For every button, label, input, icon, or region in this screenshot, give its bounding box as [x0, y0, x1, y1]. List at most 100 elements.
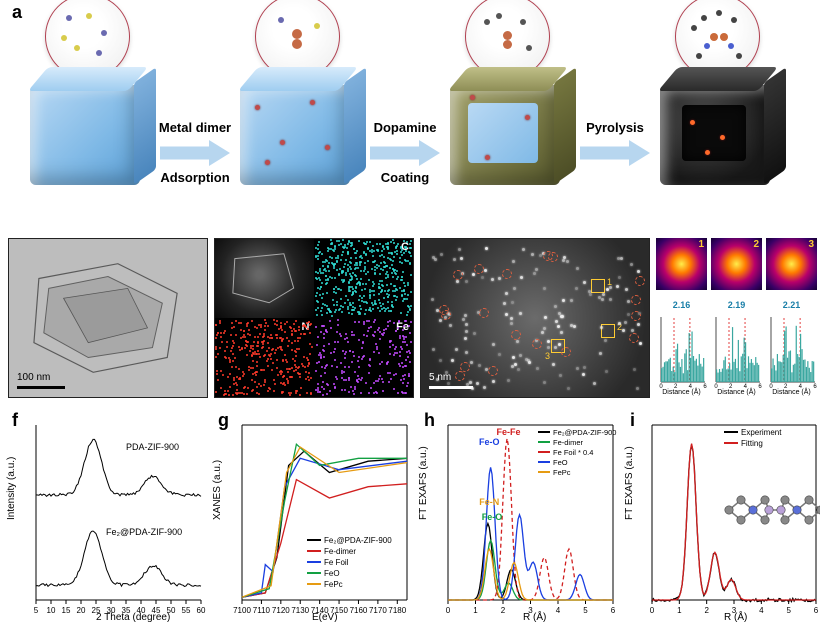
svg-text:Fe-dimer: Fe-dimer [553, 438, 584, 447]
profile-3: 2.21 0246 Distance (Å) [766, 298, 817, 396]
svg-text:Fitting: Fitting [741, 439, 763, 448]
svg-text:Fe Foil * 0.4: Fe Foil * 0.4 [553, 448, 593, 457]
svg-text:FeO: FeO [553, 458, 568, 467]
svg-text:5: 5 [786, 606, 791, 615]
svg-text:Fe-dimer: Fe-dimer [324, 547, 356, 556]
svg-text:Experiment: Experiment [741, 428, 782, 437]
svg-text:0: 0 [650, 606, 655, 615]
svg-text:25: 25 [92, 606, 101, 615]
svg-text:55: 55 [182, 606, 191, 615]
thermal-2: 2 [711, 238, 762, 290]
svg-text:0: 0 [446, 606, 451, 615]
svg-text:Fe-N: Fe-N [479, 497, 499, 507]
scalebar-d [429, 386, 473, 389]
svg-text:Fe Foil: Fe Foil [324, 558, 349, 567]
scalebar-b [17, 386, 65, 389]
svg-text:50: 50 [167, 606, 176, 615]
panel-g-xanes: XANES (a.u.) E(eV) 710071107120713071407… [212, 410, 412, 628]
svg-text:FePc: FePc [553, 468, 571, 477]
roi-box-2 [601, 324, 615, 338]
svg-text:FT EXAFS (a.u.): FT EXAFS (a.u.) [418, 446, 429, 520]
panel-h-exafs: FT EXAFS (a.u.) R (Å) 0123456 Fe-OFe-FeF… [418, 410, 618, 628]
svg-text:2: 2 [501, 606, 506, 615]
profile-1: 2.16 0246 Distance (Å) [656, 298, 707, 396]
svg-text:30: 30 [107, 606, 116, 615]
panel-i-fit: FT EXAFS (a.u.) R (Å) 0123456 Experiment… [624, 410, 820, 628]
svg-text:Fe-O: Fe-O [479, 437, 500, 447]
arrow2-bottom: Coating [360, 170, 450, 185]
eds-map-n: N [215, 319, 314, 398]
scalebar-b-label: 100 nm [17, 372, 50, 383]
svg-text:4: 4 [556, 606, 561, 615]
svg-text:35: 35 [122, 606, 131, 615]
stage-adsorbed [240, 85, 360, 215]
inset-structure [725, 496, 820, 524]
thermal-3: 3 [766, 238, 817, 290]
panel-a-scheme: Metal dimer Adsorption Dopamine Coating … [10, 0, 816, 230]
svg-text:FeO: FeO [324, 569, 340, 578]
svg-text:Fe₂@PDA-ZIF-900: Fe₂@PDA-ZIF-900 [324, 536, 392, 545]
svg-text:7130: 7130 [291, 606, 309, 615]
svg-text:7160: 7160 [350, 606, 368, 615]
svg-text:Fe-Fe: Fe-Fe [496, 427, 520, 437]
svg-text:45: 45 [152, 606, 161, 615]
svg-text:PDA-ZIF-900: PDA-ZIF-900 [126, 442, 179, 452]
svg-text:Fe₂@PDA-ZIF-900: Fe₂@PDA-ZIF-900 [106, 527, 182, 537]
svg-text:0: 0 [659, 384, 663, 388]
svg-text:4: 4 [799, 384, 803, 388]
svg-text:2: 2 [704, 606, 709, 615]
svg-text:0: 0 [714, 384, 718, 388]
thermal-1: 1 [656, 238, 707, 290]
stage-pyrolyzed [660, 85, 780, 215]
arrow-2 [370, 140, 440, 166]
svg-text:6: 6 [703, 384, 707, 388]
arrow-1 [160, 140, 230, 166]
arrow3-top: Pyrolysis [570, 120, 660, 135]
svg-text:XANES (a.u.): XANES (a.u.) [212, 460, 223, 520]
svg-text:15: 15 [62, 606, 71, 615]
svg-text:6: 6 [611, 606, 616, 615]
svg-text:FT EXAFS (a.u.): FT EXAFS (a.u.) [624, 446, 635, 520]
eds-haadf [215, 239, 314, 318]
svg-text:4: 4 [744, 384, 748, 388]
svg-text:0: 0 [769, 384, 773, 388]
panel-f-xrd: Intensity (a.u.) 2 Theta (degree) 510152… [6, 410, 206, 628]
svg-text:40: 40 [137, 606, 146, 615]
svg-text:5: 5 [583, 606, 588, 615]
svg-text:6: 6 [814, 606, 819, 615]
svg-text:7150: 7150 [330, 606, 348, 615]
svg-text:4: 4 [689, 384, 693, 388]
arrow-3 [580, 140, 650, 166]
svg-text:7140: 7140 [311, 606, 329, 615]
svg-text:6: 6 [813, 384, 817, 388]
svg-text:FePc: FePc [324, 580, 343, 589]
svg-text:60: 60 [197, 606, 206, 615]
svg-text:7180: 7180 [388, 606, 406, 615]
svg-text:R (Å): R (Å) [523, 610, 546, 623]
panel-e-profiles: 1 2 3 2.16 0246 Distance (Å) 2.19 0246 D… [656, 238, 818, 398]
svg-text:1: 1 [473, 606, 478, 615]
xrd-axes: Intensity (a.u.) 2 Theta (degree) [6, 425, 201, 623]
svg-text:7120: 7120 [272, 606, 290, 615]
stage-zif [30, 85, 150, 215]
stage-coated [450, 85, 570, 215]
eds-map-c: C [315, 239, 414, 318]
svg-text:7170: 7170 [369, 606, 387, 615]
svg-text:7110: 7110 [253, 606, 271, 615]
svg-text:4: 4 [759, 606, 764, 615]
panel-b-tem: 100 nm [8, 238, 208, 398]
svg-text:6: 6 [758, 384, 762, 388]
svg-text:10: 10 [47, 606, 56, 615]
panel-c-eds: C N Fe [214, 238, 414, 398]
svg-text:Fe₂@PDA-ZIF-900: Fe₂@PDA-ZIF-900 [553, 428, 616, 437]
profile-2: 2.19 0246 Distance (Å) [711, 298, 762, 396]
svg-text:Fe-O: Fe-O [482, 512, 503, 522]
roi-box-1 [591, 279, 605, 293]
svg-text:3: 3 [732, 606, 737, 615]
svg-text:Intensity (a.u.): Intensity (a.u.) [6, 457, 17, 520]
svg-text:20: 20 [77, 606, 86, 615]
eds-map-fe: Fe [315, 319, 414, 398]
svg-text:3: 3 [528, 606, 533, 615]
arrow2-top: Dopamine [360, 120, 450, 135]
arrow1-bottom: Adsorption [150, 170, 240, 185]
